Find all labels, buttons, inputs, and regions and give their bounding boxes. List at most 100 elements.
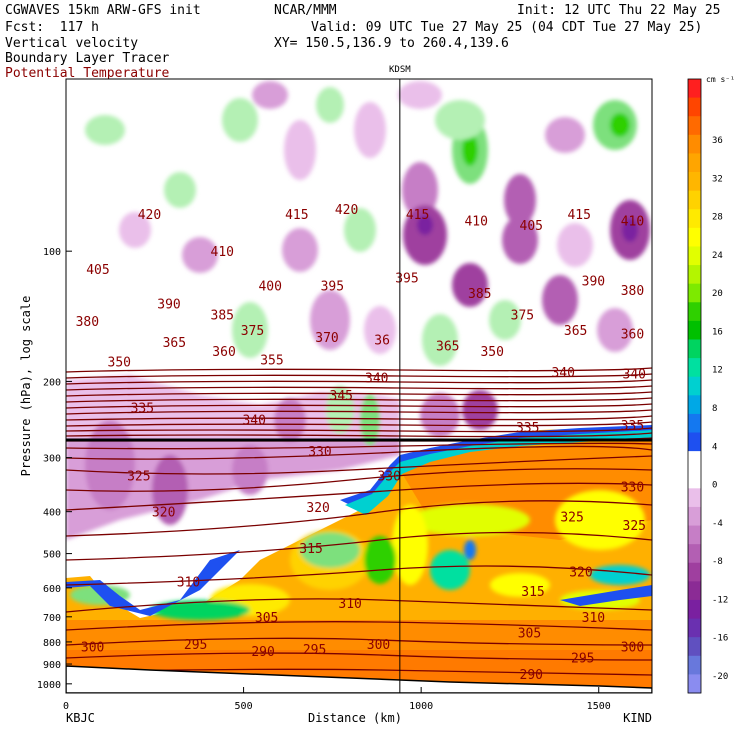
colorbar-swatch (688, 283, 701, 303)
colorbar-swatch (688, 79, 701, 99)
theta-label: 365 (564, 324, 587, 339)
theta-label: 390 (582, 275, 605, 290)
colorbar-swatch (688, 432, 701, 452)
theta-label: 350 (108, 356, 131, 371)
colorbar-swatch (688, 320, 701, 340)
theta-label: 335 (131, 402, 154, 417)
theta-label: 405 (520, 219, 543, 234)
theta-label: 315 (299, 542, 322, 557)
colorbar-swatch (688, 469, 701, 489)
y-tick-label: 600 (43, 584, 61, 595)
theta-label: 335 (621, 419, 644, 434)
theta-label: 360 (621, 328, 644, 343)
colorbar: 36 32 28 24 20 16 12 8 4 0 -4 -8 -12 -16 -20 (687, 78, 728, 694)
x-axis-label: Distance (km) (308, 711, 402, 725)
theta-label: 405 (86, 263, 109, 278)
colorbar-units: cm s⁻¹ (706, 75, 735, 84)
theta-label: 385 (211, 308, 234, 323)
theta-label: 415 (567, 208, 590, 223)
colorbar-swatch (688, 581, 701, 601)
theta-label: 340 (623, 368, 646, 383)
theta-label: 350 (480, 345, 503, 360)
station-left-label: KBJC (66, 711, 95, 725)
y-tick-label: 100 (43, 247, 61, 258)
theta-label: 325 (127, 470, 150, 485)
theta-label: 300 (621, 641, 644, 656)
colorbar-tick-label: 36 (712, 136, 723, 146)
theta-label: 320 (152, 506, 175, 521)
theta-label: 420 (138, 208, 161, 223)
y-tick-label: 400 (43, 508, 61, 519)
theta-label: 310 (582, 611, 605, 626)
colorbar-swatch (688, 190, 701, 210)
colorbar-tick-label: 24 (712, 251, 723, 261)
colorbar-swatch (688, 358, 701, 378)
terrain (66, 665, 652, 693)
theta-label: 300 (367, 638, 390, 653)
colorbar-tick-label: 20 (712, 289, 723, 299)
theta-label: 410 (211, 245, 234, 260)
field-label-boundary-layer: Boundary Layer Tracer (5, 51, 170, 66)
colorbar-tick-label: 12 (712, 366, 723, 376)
colorbar-swatch (688, 97, 701, 117)
theta-label: 290 (520, 668, 543, 683)
y-tick-label: 200 (43, 377, 61, 388)
colorbar-swatch (688, 227, 701, 247)
colorbar-swatch (688, 451, 701, 471)
theta-label: 375 (241, 324, 264, 339)
theta-label: 400 (258, 279, 281, 294)
theta-label: 365 (436, 339, 459, 354)
colorbar-swatch (688, 655, 701, 675)
colorbar-swatch (688, 209, 701, 229)
x-tick-label: 500 (235, 701, 253, 712)
colorbar-swatch (688, 153, 701, 173)
colorbar-tick-label: 4 (712, 442, 717, 452)
theta-label: 295 (303, 643, 326, 658)
colorbar-swatch (688, 599, 701, 620)
x-tick-label: 1500 (587, 701, 611, 712)
vertical-velocity-lower-shading (66, 425, 652, 693)
theta-label: 310 (338, 597, 361, 612)
theta-label: 360 (212, 345, 235, 360)
theta-label: 36 (374, 333, 390, 348)
colorbar-swatch (688, 674, 701, 694)
theta-label: 380 (621, 284, 644, 299)
theta-label: 330 (621, 481, 644, 496)
x-tick-label: 1000 (409, 701, 433, 712)
theta-label: 320 (569, 565, 592, 580)
forecast-hour: Fcst: 117 h (5, 20, 99, 35)
colorbar-tick-label: 8 (712, 404, 717, 414)
plot-area: 420 415 420 415 410 405 415 410 405 410 400 395 395 3… (66, 79, 652, 693)
potential-temperature-contours (66, 367, 652, 676)
y-tick-label: 700 (43, 613, 61, 624)
theta-label: 310 (177, 575, 200, 590)
theta-label: 340 (365, 372, 388, 387)
colorbar-swatch (688, 544, 701, 564)
station-right-label: KIND (623, 711, 652, 725)
kdsm-label: KDSM (389, 65, 411, 75)
colorbar-frame (687, 78, 702, 694)
colorbar-tick-label: -4 (712, 519, 723, 529)
colorbar-tick-label: 32 (712, 174, 723, 184)
theta-label: 340 (551, 366, 574, 381)
model-title: CGWAVES 15km ARW-GFS init (5, 3, 201, 18)
theta-label: 345 (330, 389, 353, 404)
colorbar-swatch (688, 376, 701, 396)
colorbar-swatch (688, 506, 701, 527)
organization: NCAR/MMM (274, 3, 337, 18)
theta-label: 305 (255, 611, 278, 626)
colorbar-swatch (688, 562, 701, 582)
theta-labels: 420 415 420 415 410 405 415 410 405 410 400 395 395 3… (76, 203, 646, 683)
theta-label: 305 (518, 626, 541, 641)
theta-label: 330 (308, 445, 331, 460)
theta-label: 410 (621, 215, 644, 230)
colorbar-swatch (688, 134, 701, 154)
axes: 0 500 1000 1500 100 200 300 400 500 600 700 800 900 1… (37, 247, 611, 712)
y-tick-label: 900 (43, 660, 61, 671)
theta-label: 390 (157, 297, 180, 312)
y-tick-label: 500 (43, 550, 61, 561)
theta-label: 380 (76, 315, 99, 330)
field-label-vertical-velocity: Vertical velocity (5, 36, 139, 51)
y-axis-label: Pressure (hPa), log scale (19, 296, 33, 477)
colorbar-tick-label: 16 (712, 327, 723, 337)
